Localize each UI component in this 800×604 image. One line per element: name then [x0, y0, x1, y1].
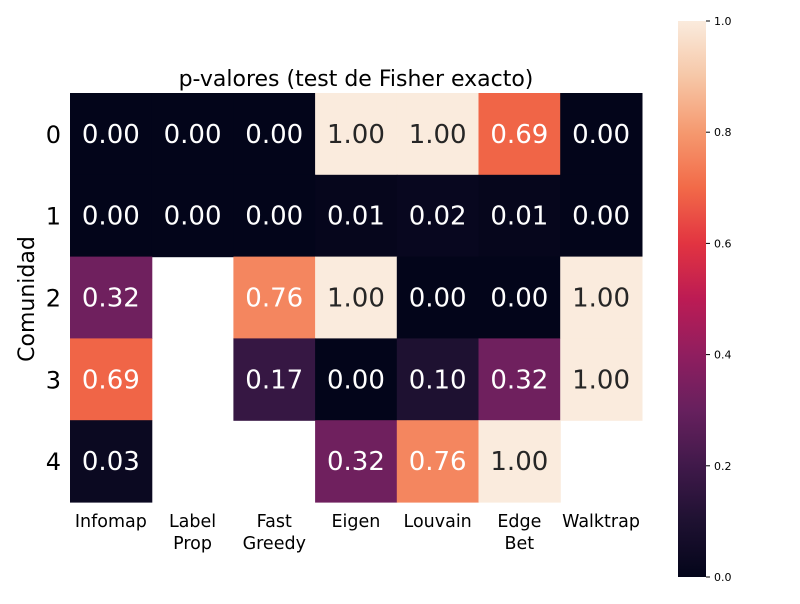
heatmap-cell	[233, 174, 316, 258]
heatmap-cell	[560, 338, 643, 421]
heatmap-cell	[70, 256, 153, 339]
cell-value-label: 0.17	[245, 365, 303, 395]
cell-value-label: 1.00	[327, 284, 385, 314]
cell-value-label: 0.00	[327, 365, 385, 395]
cell-value-label: 0.10	[409, 365, 467, 395]
cell-value-label: 0.00	[164, 202, 222, 232]
colorbar-tick-label: 0.2	[714, 460, 732, 473]
heatmap-cell	[151, 174, 234, 258]
cell-value-label: 0.01	[490, 202, 548, 232]
cell-value-label: 0.32	[490, 365, 548, 395]
heatmap-cell	[315, 93, 398, 176]
x-tick-label: Eigen	[332, 512, 381, 532]
y-tick-label: 1	[46, 203, 61, 231]
cell-value-label: 0.00	[245, 120, 303, 150]
cell-value-label: 0.02	[409, 202, 467, 232]
heatmap-cell	[396, 420, 480, 503]
cell-value-label: 0.76	[409, 447, 467, 477]
cell-value-label: 1.00	[572, 284, 630, 314]
colorbar: 0.0 0.2 0.4 0.6 0.8 1.0	[678, 15, 732, 584]
heatmap-cell	[560, 93, 643, 176]
y-axis-label: Comunidad	[15, 236, 40, 362]
colorbar-tick-label: 0.4	[714, 349, 732, 362]
heatmap-cell	[478, 256, 561, 339]
colorbar-tick-label: 1.0	[714, 15, 732, 28]
heatmap-cell	[70, 174, 153, 258]
cell-value-label: 0.00	[409, 284, 467, 314]
cell-value-label: 0.69	[82, 365, 140, 395]
heatmap-cell	[315, 338, 398, 421]
colorbar-tick-label: 0.0	[714, 571, 732, 584]
y-tick-label: 3	[46, 366, 61, 394]
heatmap-cell	[478, 174, 561, 258]
heatmap-cell	[396, 174, 480, 258]
heatmap-cell	[396, 93, 480, 176]
cell-value-label: 0.32	[327, 447, 385, 477]
heatmap-cell	[560, 174, 643, 258]
heatmap-cell	[478, 420, 561, 503]
x-tick-label: Edge Bet	[497, 512, 541, 554]
cell-value-label: 0.00	[245, 202, 303, 232]
cell-value-label: 1.00	[409, 120, 467, 150]
y-tick-label: 4	[46, 448, 61, 476]
heatmap-cell	[478, 93, 561, 176]
cell-value-label: 0.00	[572, 120, 630, 150]
heatmap-cell	[233, 256, 316, 339]
cell-value-label: 0.01	[327, 202, 385, 232]
heatmap-cell	[315, 174, 398, 258]
x-tick-labels: Infomap Label Prop Fast Greedy Eigen Louvain Ed…	[75, 512, 640, 554]
y-tick-label: 0	[46, 121, 61, 149]
heatmap-cell	[233, 93, 316, 176]
heatmap-cell	[396, 338, 480, 421]
cell-value-label: 0.69	[490, 120, 548, 150]
x-tick-label: Louvain	[404, 512, 472, 532]
x-tick-label: Walktrap	[562, 512, 640, 532]
x-tick-label: Label Prop	[169, 512, 216, 554]
heatmap-cells: 0.00 0.00 0.00 1.00 1.00 0.69 0.00 0.00 0.00 0.00…	[70, 93, 643, 503]
cell-value-label: 0.76	[245, 284, 303, 314]
cell-value-label: 1.00	[327, 120, 385, 150]
heatmap-cell	[70, 420, 153, 503]
cell-value-label: 0.00	[82, 202, 140, 232]
cell-value-label: 0.03	[82, 447, 140, 477]
colorbar-tick-label: 0.8	[714, 126, 732, 139]
cell-value-label: 0.32	[82, 284, 140, 314]
heatmap-cell	[151, 93, 234, 176]
cell-value-label: 0.00	[490, 284, 548, 314]
colorbar-tick-label: 0.6	[714, 237, 732, 250]
x-tick-label: Fast Greedy	[243, 512, 306, 554]
colorbar-gradient	[678, 21, 706, 577]
heatmap-cell	[70, 338, 153, 421]
cell-value-label: 0.00	[572, 202, 630, 232]
x-tick-label: Infomap	[75, 512, 147, 532]
heatmap-cell	[315, 256, 398, 339]
cell-value-label: 1.00	[490, 447, 548, 477]
heatmap-cell	[315, 420, 398, 503]
heatmap-cell	[70, 93, 153, 176]
heatmap-cell	[233, 338, 316, 421]
cell-value-label: 1.00	[572, 365, 630, 395]
y-tick-label: 2	[46, 285, 61, 313]
heatmap-cell	[478, 338, 561, 421]
cell-value-label: 0.00	[164, 120, 222, 150]
chart-title: p-valores (test de Fisher exacto)	[179, 67, 534, 92]
heatmap-cell	[396, 256, 480, 339]
y-tick-labels: 0 1 2 3 4	[46, 121, 61, 476]
heatmap-cell	[560, 256, 643, 339]
cell-value-label: 0.00	[82, 120, 140, 150]
